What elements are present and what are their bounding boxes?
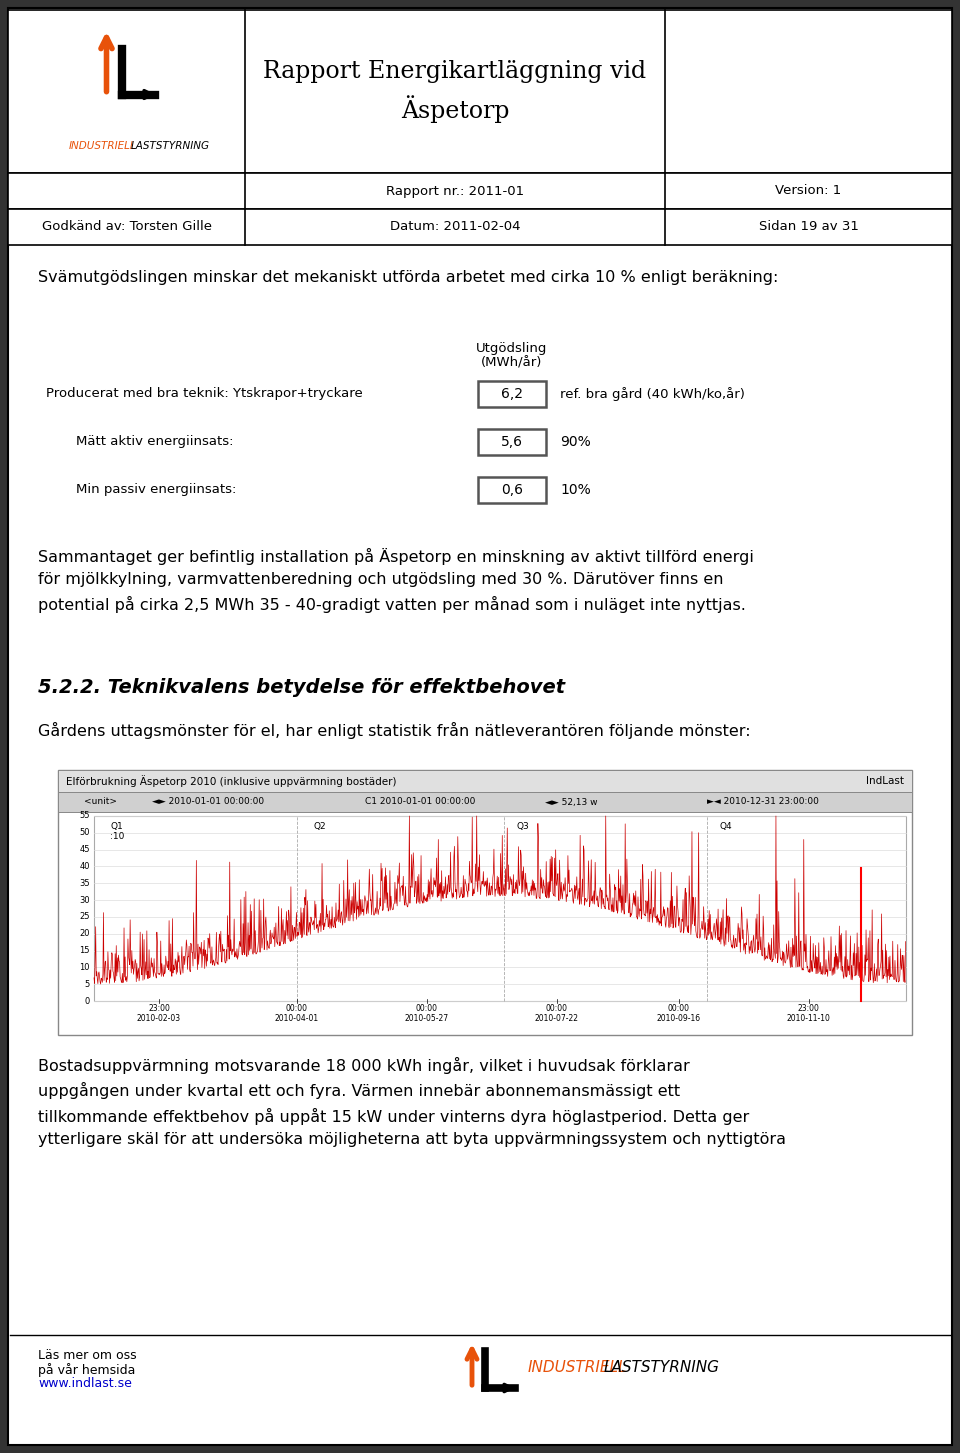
Text: Rapport Energikartläggning vid: Rapport Energikartläggning vid [263, 60, 647, 83]
Text: 6,2: 6,2 [501, 386, 523, 401]
Bar [478, 477, 546, 503]
Text: 50: 50 [80, 828, 90, 837]
Text: 5.2.2. Teknikvalens betydelse för effektbehovet: 5.2.2. Teknikvalens betydelse för effekt… [38, 679, 565, 697]
Text: Godkänd av: Torsten Gille: Godkänd av: Torsten Gille [41, 221, 211, 234]
Text: 5,6: 5,6 [501, 434, 523, 449]
Text: INDUSTRIELL: INDUSTRIELL [68, 141, 136, 151]
Text: Läs mer om oss: Läs mer om oss [38, 1348, 136, 1361]
Text: 10%: 10% [560, 482, 590, 497]
Text: Rapport nr.: 2011-01: Rapport nr.: 2011-01 [386, 185, 524, 198]
Bar [478, 429, 546, 455]
Bar [58, 770, 912, 1035]
Text: på vår hemsida: på vår hemsida [38, 1363, 135, 1377]
Text: <unit>: <unit> [84, 798, 116, 806]
Text: Sidan 19 av 31: Sidan 19 av 31 [758, 221, 858, 234]
Text: 15: 15 [80, 946, 90, 955]
Text: 55: 55 [80, 811, 90, 821]
Text: 30: 30 [80, 895, 90, 905]
Text: 45: 45 [80, 846, 90, 854]
Text: Sammantaget ger befintlig installation på Äspetorp en minskning av aktivt tillfö: Sammantaget ger befintlig installation p… [38, 548, 754, 613]
Bar [58, 792, 912, 812]
Text: Äspetorp: Äspetorp [400, 96, 509, 124]
Text: 5: 5 [84, 979, 90, 988]
Text: ◄► 2010-01-01 00:00:00: ◄► 2010-01-01 00:00:00 [152, 798, 264, 806]
Text: 0: 0 [84, 997, 90, 1005]
Text: 23:00
2010-02-03: 23:00 2010-02-03 [137, 1004, 181, 1023]
Text: Gårdens uttagsmönster för el, har enligt statistik från nätleverantören följande: Gårdens uttagsmönster för el, har enligt… [38, 722, 751, 740]
Text: Q1: Q1 [110, 822, 123, 831]
Text: 25: 25 [80, 912, 90, 921]
Text: 00:00
2010-05-27: 00:00 2010-05-27 [405, 1004, 449, 1023]
Text: Mätt aktiv energiinsats:: Mätt aktiv energiinsats: [76, 436, 233, 449]
Text: www.indlast.se: www.indlast.se [38, 1377, 132, 1391]
Text: IndLast: IndLast [866, 776, 904, 786]
Text: Bostadsuppvärmning motsvarande 18 000 kWh ingår, vilket i huvudsak förklarar
upp: Bostadsuppvärmning motsvarande 18 000 kW… [38, 1056, 786, 1146]
Text: Q2: Q2 [313, 822, 325, 831]
Bar [478, 381, 546, 407]
Text: 0,6: 0,6 [501, 482, 523, 497]
Text: 10: 10 [80, 963, 90, 972]
Text: ►◄ 2010-12-31 23:00:00: ►◄ 2010-12-31 23:00:00 [707, 798, 819, 806]
Text: LASTSTYRNING: LASTSTYRNING [131, 141, 209, 151]
Text: 00:00
2010-09-16: 00:00 2010-09-16 [657, 1004, 701, 1023]
Text: Version: 1: Version: 1 [776, 185, 842, 198]
Text: Q4: Q4 [719, 822, 732, 831]
Text: 90%: 90% [560, 434, 590, 449]
Text: LASTSTYRNING: LASTSTYRNING [604, 1360, 720, 1375]
Bar [58, 770, 912, 792]
Text: ◄► 52,13 w: ◄► 52,13 w [544, 798, 597, 806]
Bar [8, 173, 952, 209]
Bar [94, 817, 906, 1001]
Text: 23:00
2010-11-10: 23:00 2010-11-10 [786, 1004, 830, 1023]
Text: INDUSTRIELL: INDUSTRIELL [528, 1360, 628, 1375]
Text: Utgödsling
(MWh/år): Utgödsling (MWh/år) [476, 341, 548, 371]
Text: Datum: 2011-02-04: Datum: 2011-02-04 [390, 221, 520, 234]
Text: Producerat med bra teknik: Ytskrapor+tryckare: Producerat med bra teknik: Ytskrapor+try… [46, 388, 363, 401]
Text: C1 2010-01-01 00:00:00: C1 2010-01-01 00:00:00 [366, 798, 476, 806]
Text: Q3: Q3 [516, 822, 529, 831]
Text: 00:00
2010-04-01: 00:00 2010-04-01 [275, 1004, 319, 1023]
Text: 40: 40 [80, 862, 90, 870]
Text: 35: 35 [80, 879, 90, 888]
Text: :10: :10 [110, 833, 125, 841]
Bar [8, 10, 952, 173]
Bar [8, 209, 952, 246]
Text: 00:00
2010-07-22: 00:00 2010-07-22 [535, 1004, 579, 1023]
Text: Min passiv energiinsats:: Min passiv energiinsats: [76, 484, 236, 497]
Text: ref. bra gård (40 kWh/ko,år): ref. bra gård (40 kWh/ko,år) [560, 386, 745, 401]
Text: 20: 20 [80, 930, 90, 939]
Text: Elförbrukning Äspetorp 2010 (inklusive uppvärmning bostäder): Elförbrukning Äspetorp 2010 (inklusive u… [66, 774, 396, 788]
Text: Svämutgödslingen minskar det mekaniskt utförda arbetet med cirka 10 % enligt ber: Svämutgödslingen minskar det mekaniskt u… [38, 270, 779, 285]
